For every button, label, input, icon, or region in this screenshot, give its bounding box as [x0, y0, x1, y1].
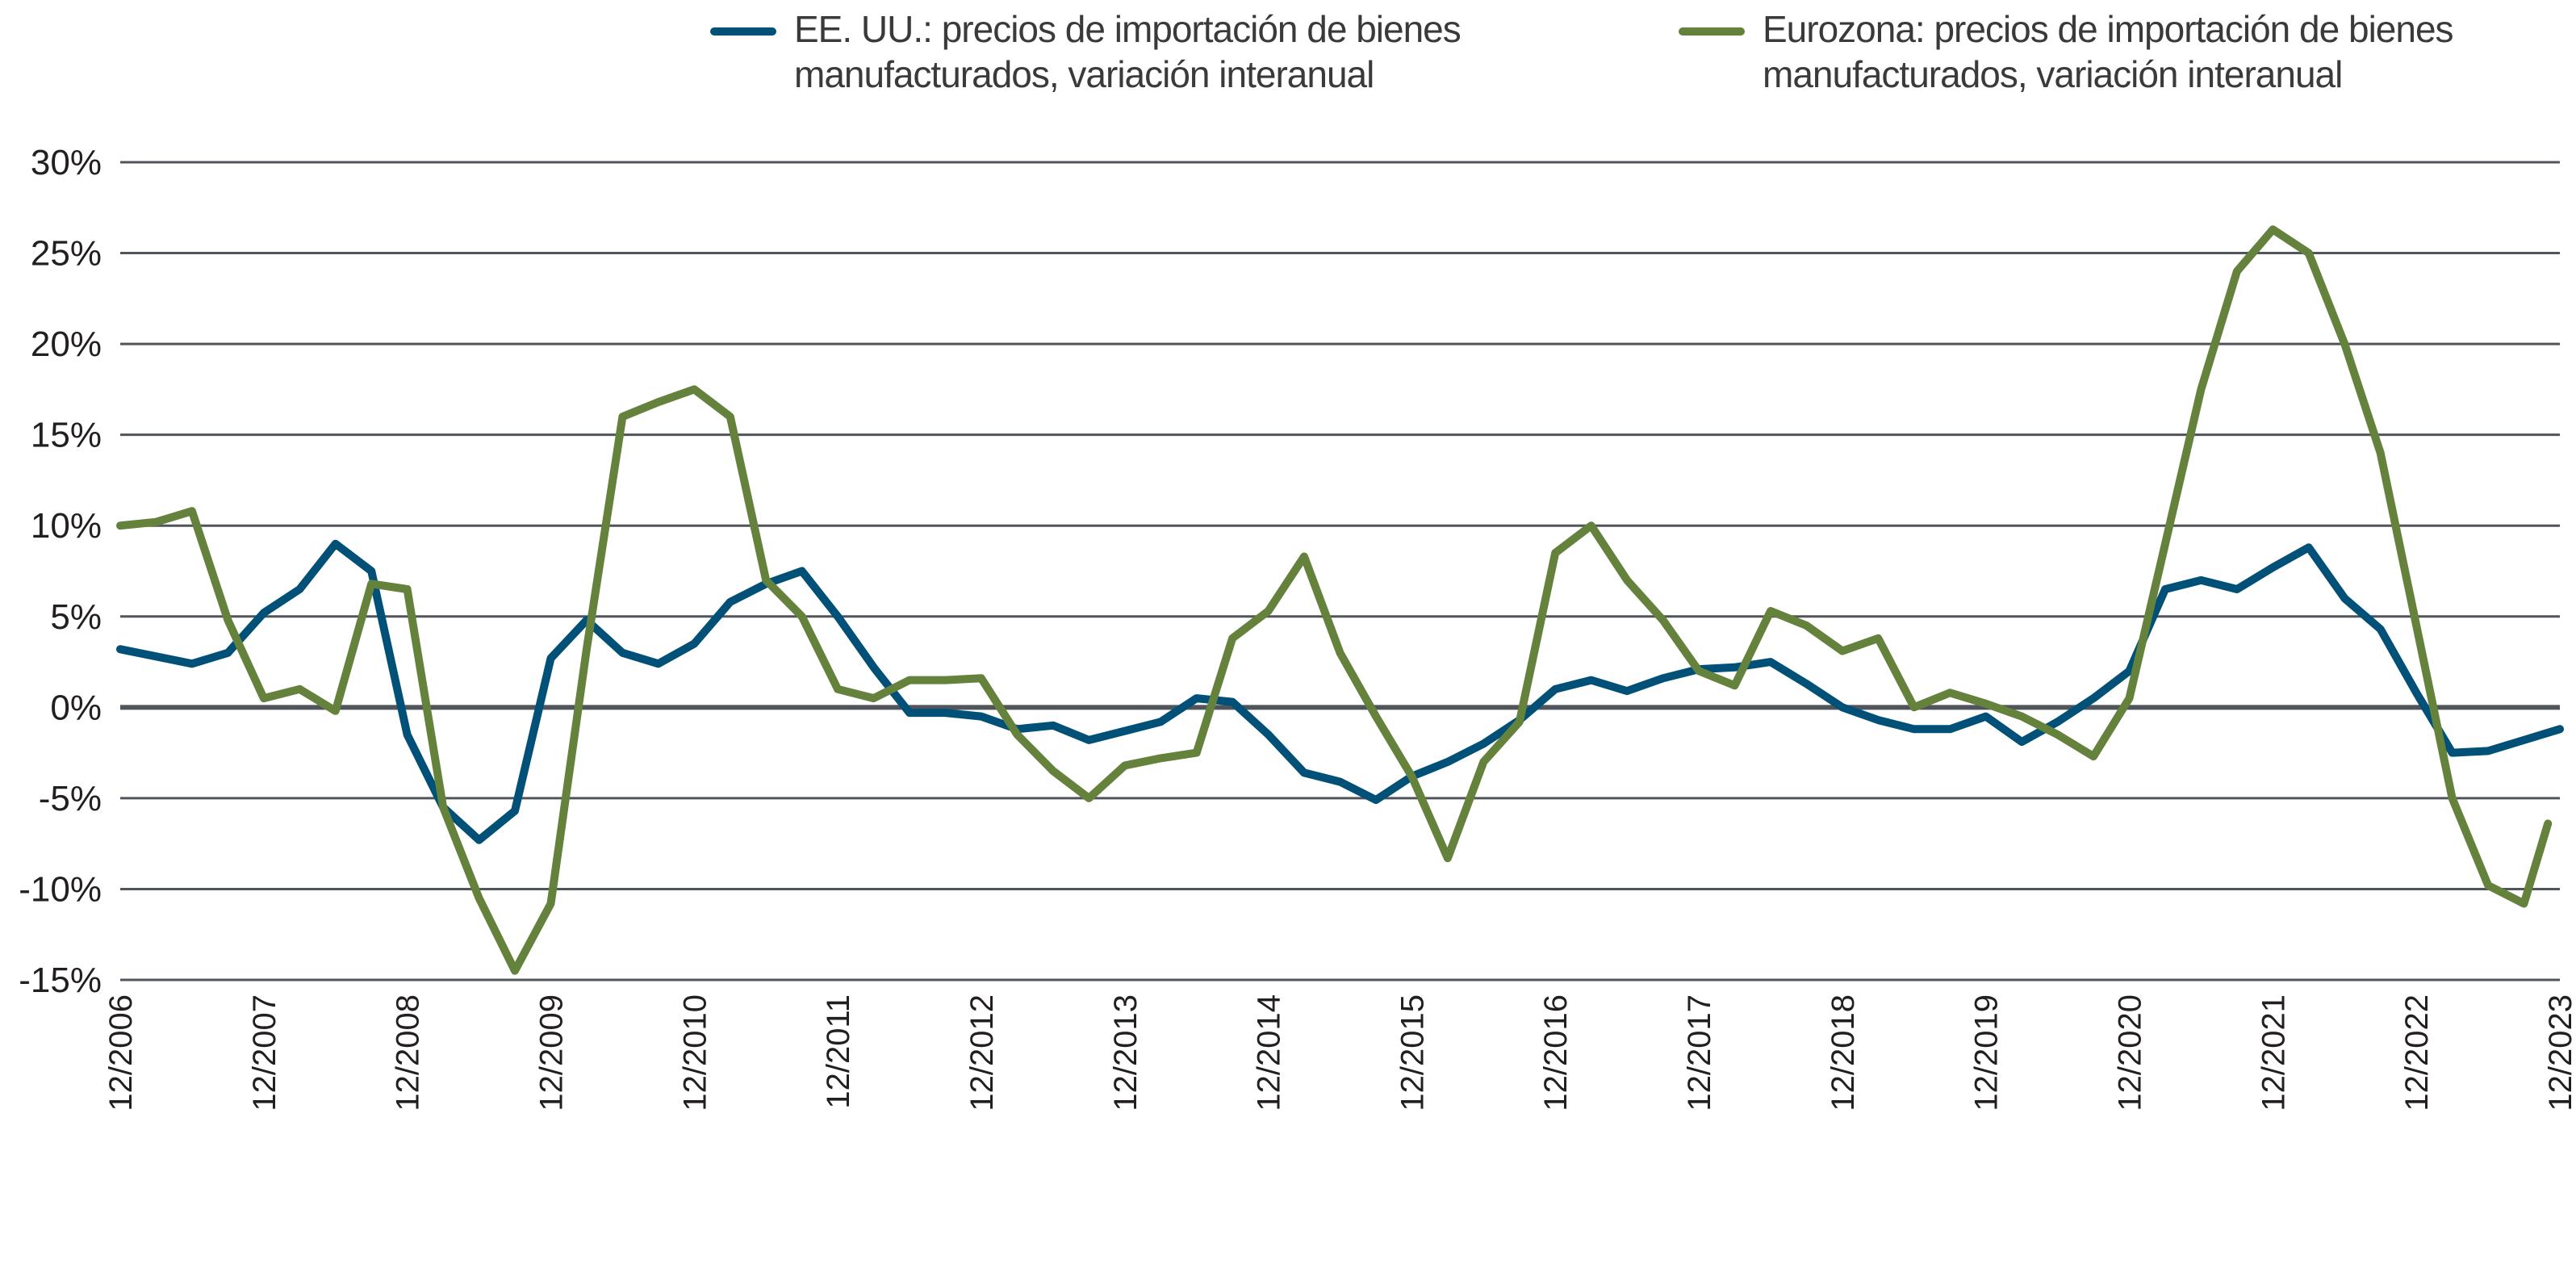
- x-tick-label: 12/2023: [2543, 994, 2576, 1111]
- y-tick-label: 10%: [31, 506, 102, 546]
- y-tick-label: 25%: [31, 234, 102, 274]
- x-tick-label: 12/2010: [677, 994, 713, 1111]
- y-axis-labels: 30% 25% 20% 15% 10% 5% 0% -5% -10% -15%: [19, 143, 102, 1000]
- y-tick-label: 20%: [31, 324, 102, 364]
- legend-item-eurozone: Eurozona: precios de importación de bien…: [1679, 6, 2570, 97]
- x-tick-label: 12/2018: [1825, 994, 1861, 1111]
- series-line-eurozone: [116, 225, 2553, 975]
- x-tick-label: 12/2017: [1682, 994, 1717, 1111]
- x-tick-label: 12/2021: [2256, 994, 2291, 1111]
- y-tick-label: 30%: [31, 143, 102, 182]
- x-tick-label: 12/2013: [1108, 994, 1144, 1111]
- series-line-us: [116, 539, 2564, 844]
- x-tick-label: 12/2020: [2113, 994, 2148, 1111]
- x-tick-label: 12/2016: [1538, 994, 1574, 1111]
- y-tick-label: -15%: [19, 961, 102, 1000]
- x-tick-label: 12/2014: [1252, 994, 1287, 1111]
- x-tick-label: 12/2009: [533, 994, 569, 1111]
- y-tick-label: -10%: [19, 869, 102, 909]
- legend-label-eurozone: Eurozona: precios de importación de bien…: [1763, 8, 2454, 95]
- legend-swatch-eurozone: [1679, 27, 1745, 36]
- x-axis-labels: 12/2006 12/2007 12/2008 12/2009 12/2010 12/20…: [103, 994, 2576, 1111]
- series-lines: [116, 225, 2564, 975]
- legend-swatch-us: [710, 27, 776, 36]
- x-tick-label: 12/2011: [821, 994, 856, 1109]
- y-tick-label: -5%: [39, 779, 102, 818]
- x-tick-label: 12/2006: [103, 994, 139, 1111]
- gridlines: [120, 161, 2560, 982]
- y-tick-label: 15%: [31, 416, 102, 455]
- x-tick-label: 12/2022: [2399, 994, 2435, 1111]
- y-tick-label: 0%: [50, 688, 102, 727]
- x-tick-label: 12/2008: [391, 994, 426, 1111]
- y-tick-label: 5%: [50, 597, 102, 637]
- x-tick-label: 12/2019: [1969, 994, 2005, 1111]
- x-tick-label: 12/2015: [1395, 994, 1430, 1111]
- legend-label-us: EE. UU.: precios de importación de biene…: [794, 8, 1462, 95]
- legend-item-us: EE. UU.: precios de importación de biene…: [710, 6, 1601, 97]
- x-tick-label: 12/2007: [247, 994, 282, 1111]
- x-tick-label: 12/2012: [964, 994, 1000, 1111]
